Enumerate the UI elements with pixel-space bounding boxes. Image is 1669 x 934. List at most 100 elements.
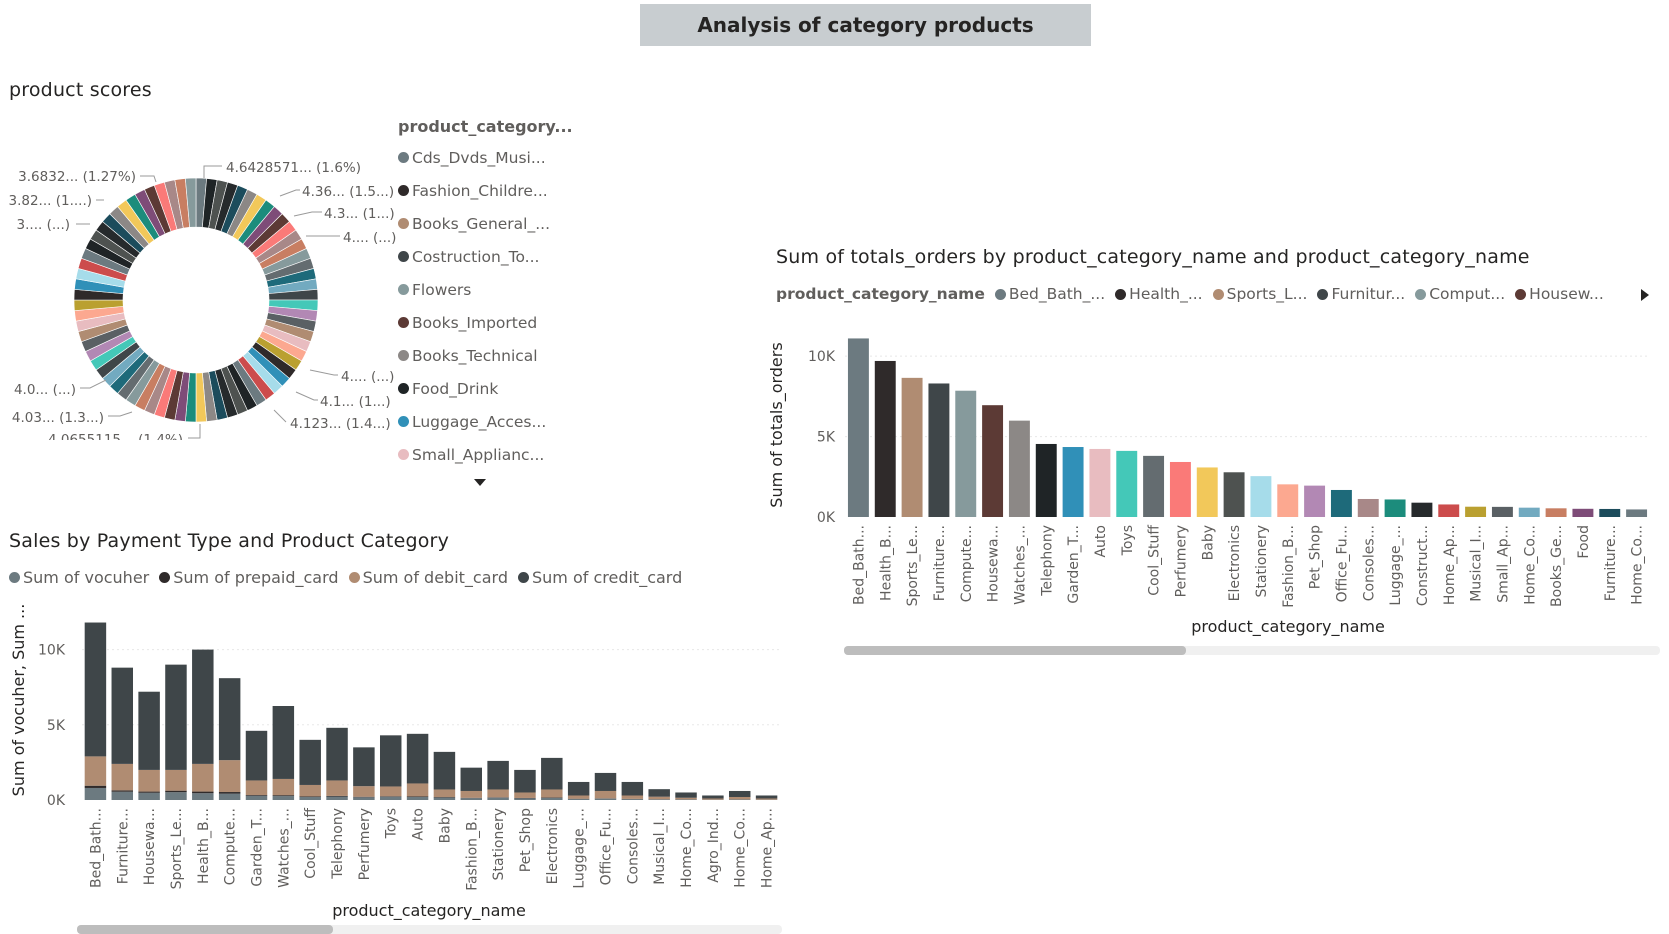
orders-legend-item[interactable]: Furnitur... (1317, 285, 1405, 303)
orders-legend-item[interactable]: Health_... (1115, 285, 1203, 303)
payment-bar-segment[interactable] (138, 791, 160, 793)
payment-bar-segment[interactable] (433, 797, 456, 798)
orders-bar[interactable] (1169, 461, 1191, 517)
payment-stacked-bar-chart[interactable]: 0K 5K 10K Sum of vocuher, Sum ... Bed_Bath..… (0, 600, 800, 934)
payment-bar-segment[interactable] (460, 798, 483, 800)
payment-bar-segment[interactable] (460, 790, 483, 798)
payment-bar-segment[interactable] (218, 760, 241, 793)
payment-bar-segment[interactable] (245, 795, 268, 796)
orders-bar[interactable] (1035, 443, 1057, 517)
payment-bar-segment[interactable] (299, 796, 321, 800)
triangle-right-icon[interactable] (1640, 288, 1650, 302)
orders-bar[interactable] (901, 377, 923, 517)
payment-bar-segment[interactable] (433, 751, 456, 790)
triangle-down-icon[interactable] (473, 478, 487, 488)
orders-bar[interactable] (1599, 508, 1621, 517)
orders-bar[interactable] (1143, 455, 1165, 517)
orders-bar[interactable] (847, 338, 869, 517)
orders-bar[interactable] (1330, 489, 1352, 517)
payment-bar-segment[interactable] (353, 797, 375, 800)
payment-bar-segment[interactable] (111, 667, 134, 764)
payment-bar-segment[interactable] (514, 798, 536, 800)
payment-bar-segment[interactable] (594, 772, 617, 791)
payment-bar-segment[interactable] (406, 783, 429, 797)
payment-bar-segment[interactable] (541, 797, 563, 800)
payment-bar-segment[interactable] (487, 797, 509, 800)
payment-bar-segment[interactable] (406, 796, 429, 800)
orders-bar[interactable] (1545, 508, 1567, 517)
orders-bar[interactable] (1384, 499, 1406, 517)
donut-legend-item[interactable]: Fashion_Childre... (398, 174, 578, 207)
donut-slice[interactable] (185, 177, 197, 228)
donut-legend-item[interactable]: Flowers (398, 273, 578, 306)
donut-legend-item[interactable]: Books_General_... (398, 207, 578, 240)
donut-legend-item[interactable]: Books_Imported (398, 306, 578, 339)
payment-bar-segment[interactable] (138, 691, 160, 770)
orders-bar[interactable] (1572, 508, 1594, 517)
donut-legend-item[interactable]: Costruction_To... (398, 240, 578, 273)
payment-scrollbar-track[interactable] (77, 925, 782, 934)
donut-legend-item[interactable]: Small_Applianc... (398, 438, 578, 471)
orders-bar[interactable] (982, 405, 1004, 517)
orders-bar[interactable] (1438, 504, 1460, 517)
donut-legend-item[interactable]: Books_Technical (398, 339, 578, 372)
orders-bar[interactable] (1062, 447, 1084, 517)
orders-bar[interactable] (1357, 498, 1379, 517)
payment-bar-segment[interactable] (541, 757, 563, 790)
payment-bar-segment[interactable] (514, 792, 536, 798)
donut-legend-item[interactable]: Cds_Dvds_Musi... (398, 141, 578, 174)
payment-bar-segment[interactable] (111, 791, 134, 800)
payment-legend-item[interactable]: Sum of vocuher (9, 568, 149, 587)
payment-bar-segment[interactable] (379, 796, 402, 797)
payment-bar-segment[interactable] (433, 789, 456, 798)
payment-bar-segment[interactable] (541, 789, 563, 798)
payment-bar-segment[interactable] (702, 798, 724, 800)
payment-bar-segment[interactable] (299, 784, 321, 797)
payment-bar-segment[interactable] (648, 789, 670, 797)
payment-bar-segment[interactable] (245, 795, 268, 800)
payment-bar-segment[interactable] (245, 780, 268, 796)
payment-bar-segment[interactable] (621, 799, 644, 800)
payment-bar-segment[interactable] (192, 763, 214, 792)
payment-bar-segment[interactable] (111, 763, 134, 791)
payment-bar-segment[interactable] (272, 706, 295, 779)
orders-legend-item[interactable]: Housew... (1515, 285, 1604, 303)
payment-bar-segment[interactable] (84, 787, 107, 800)
payment-bar-segment[interactable] (218, 678, 241, 761)
payment-bar-segment[interactable] (218, 793, 241, 800)
payment-bar-segment[interactable] (514, 769, 536, 793)
payment-bar-segment[interactable] (84, 756, 107, 786)
orders-scrollbar-thumb[interactable] (844, 646, 1186, 655)
orders-bar[interactable] (1277, 484, 1299, 517)
payment-bar-segment[interactable] (165, 792, 187, 800)
orders-bar[interactable] (1250, 476, 1272, 517)
payment-bar-segment[interactable] (218, 792, 241, 794)
payment-bar-segment[interactable] (165, 790, 187, 793)
payment-bar-segment[interactable] (326, 795, 348, 797)
payment-bar-segment[interactable] (353, 747, 375, 787)
payment-bar-segment[interactable] (755, 795, 778, 799)
orders-bar[interactable] (1518, 507, 1540, 517)
orders-bar[interactable] (1465, 506, 1487, 517)
payment-bar-segment[interactable] (594, 790, 617, 799)
payment-bar-segment[interactable] (621, 781, 644, 796)
payment-bar-segment[interactable] (272, 796, 295, 800)
payment-bar-segment[interactable] (487, 789, 509, 798)
payment-bar-segment[interactable] (299, 796, 321, 797)
orders-bar[interactable] (928, 383, 950, 517)
payment-bar-segment[interactable] (460, 767, 483, 791)
payment-bar-segment[interactable] (567, 798, 590, 800)
payment-bar-segment[interactable] (84, 622, 107, 757)
orders-bar[interactable] (1626, 509, 1648, 517)
payment-bar-segment[interactable] (433, 797, 456, 800)
orders-bar[interactable] (1116, 450, 1138, 517)
donut-chart[interactable]: 4.6428571... (1.6%) 4.36... (1.5...) 4.3..… (0, 140, 400, 440)
payment-bar-segment[interactable] (299, 739, 321, 785)
orders-bar[interactable] (1089, 448, 1111, 517)
payment-bar-segment[interactable] (111, 790, 134, 792)
payment-bar-segment[interactable] (567, 795, 590, 799)
payment-bar-segment[interactable] (567, 781, 590, 796)
payment-bar-segment[interactable] (594, 798, 617, 800)
orders-bar[interactable] (874, 360, 896, 517)
orders-bar-chart[interactable]: 0K 5K 10K Sum of totals_orders Bed_Bath... He… (760, 320, 1669, 650)
